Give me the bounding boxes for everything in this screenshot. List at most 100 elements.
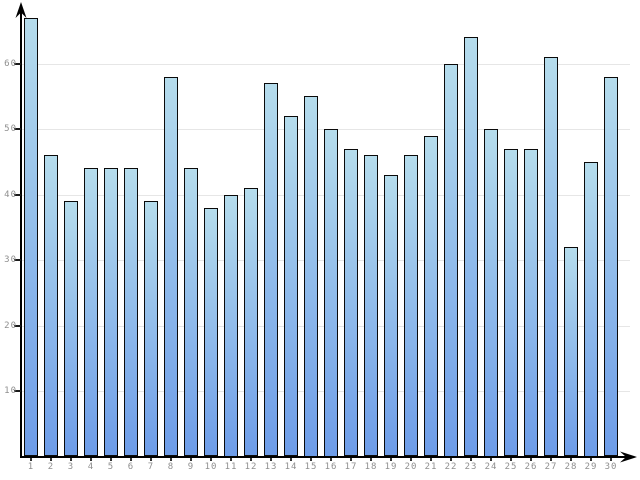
bar xyxy=(584,161,598,457)
bar xyxy=(464,37,478,457)
y-tick-label: 40 xyxy=(4,189,17,200)
x-axis-tick xyxy=(250,458,252,461)
x-tick-label: 23 xyxy=(464,462,478,472)
x-axis-tick xyxy=(450,458,452,461)
x-tick-label: 14 xyxy=(284,462,298,472)
x-tick-label: 8 xyxy=(167,462,175,472)
y-axis xyxy=(20,8,22,458)
bar xyxy=(224,194,238,457)
x-axis-tick xyxy=(90,458,92,461)
x-axis-tick xyxy=(410,458,412,461)
x-tick-label: 6 xyxy=(127,462,135,472)
bar xyxy=(364,155,378,457)
bar xyxy=(84,168,98,457)
x-axis-tick xyxy=(70,458,72,461)
x-axis-tick xyxy=(510,458,512,461)
bar xyxy=(404,155,418,457)
x-axis-tick xyxy=(210,458,212,461)
x-axis-tick xyxy=(130,458,132,461)
x-tick-label: 2 xyxy=(47,462,55,472)
y-tick-label: 60 xyxy=(4,58,17,69)
x-tick-label: 28 xyxy=(564,462,578,472)
bar xyxy=(484,129,498,457)
bar xyxy=(164,76,178,457)
x-tick-label: 24 xyxy=(484,462,498,472)
y-tick-label: 30 xyxy=(4,255,17,265)
bar xyxy=(44,155,58,457)
x-axis-tick xyxy=(390,458,392,461)
x-tick-label: 22 xyxy=(444,462,458,472)
bar xyxy=(604,76,618,457)
x-axis-tick xyxy=(230,458,232,461)
bar xyxy=(144,201,158,457)
bar xyxy=(204,207,218,457)
x-axis xyxy=(20,456,628,458)
x-axis-tick xyxy=(30,458,32,461)
x-tick-label: 12 xyxy=(244,462,258,472)
bar xyxy=(544,56,558,457)
bar xyxy=(24,17,38,457)
x-tick-label: 19 xyxy=(384,462,398,472)
x-axis-tick xyxy=(590,458,592,461)
x-axis-tick xyxy=(290,458,292,461)
x-axis-tick xyxy=(190,458,192,461)
bar xyxy=(244,187,258,457)
x-axis-tick xyxy=(170,458,172,461)
x-axis-tick xyxy=(490,458,492,461)
bar xyxy=(384,174,398,457)
x-tick-label: 26 xyxy=(524,462,538,472)
x-tick-label: 15 xyxy=(304,462,318,472)
bar xyxy=(124,168,138,457)
x-axis-tick xyxy=(610,458,612,461)
x-axis-tick xyxy=(370,458,372,461)
bar xyxy=(264,83,278,457)
y-axis-tick xyxy=(14,62,21,65)
x-axis-tick xyxy=(310,458,312,461)
bar xyxy=(444,63,458,457)
x-tick-label: 18 xyxy=(364,462,378,472)
bar xyxy=(184,168,198,457)
y-axis-tick xyxy=(14,128,21,130)
x-tick-label: 3 xyxy=(67,462,75,472)
y-gridline xyxy=(21,63,630,65)
bar xyxy=(564,246,578,457)
x-axis-tick xyxy=(270,458,272,461)
x-tick-label: 29 xyxy=(584,462,598,472)
y-axis-tick xyxy=(14,193,21,196)
y-axis-tick xyxy=(14,324,21,327)
x-tick-label: 4 xyxy=(87,462,95,472)
x-tick-label: 5 xyxy=(107,462,115,472)
y-axis-tick xyxy=(14,390,21,392)
x-tick-label: 13 xyxy=(264,462,278,472)
bar xyxy=(504,148,518,457)
x-axis-tick xyxy=(150,458,152,461)
x-tick-label: 16 xyxy=(324,462,338,472)
x-axis-tick xyxy=(110,458,112,461)
bar xyxy=(304,96,318,457)
x-tick-label: 9 xyxy=(187,462,195,472)
bar xyxy=(524,148,538,457)
y-tick-label: 20 xyxy=(4,320,17,331)
x-tick-label: 27 xyxy=(544,462,558,472)
bar xyxy=(284,115,298,457)
bar xyxy=(424,135,438,457)
x-axis-tick xyxy=(330,458,332,461)
x-axis-tick xyxy=(350,458,352,461)
x-tick-label: 1 xyxy=(27,462,35,472)
x-tick-label: 25 xyxy=(504,462,518,472)
x-axis-tick xyxy=(50,458,52,461)
x-axis-tick xyxy=(550,458,552,461)
y-tick-label: 10 xyxy=(4,386,17,396)
x-tick-label: 21 xyxy=(424,462,438,472)
x-axis-tick xyxy=(570,458,572,461)
x-tick-label: 20 xyxy=(404,462,418,472)
y-tick-label: 50 xyxy=(4,124,17,134)
x-tick-label: 17 xyxy=(344,462,358,472)
bar xyxy=(64,201,78,457)
y-axis-tick xyxy=(14,259,21,261)
x-axis-tick xyxy=(430,458,432,461)
bar xyxy=(104,168,118,457)
x-tick-label: 30 xyxy=(604,462,618,472)
x-axis-tick xyxy=(530,458,532,461)
